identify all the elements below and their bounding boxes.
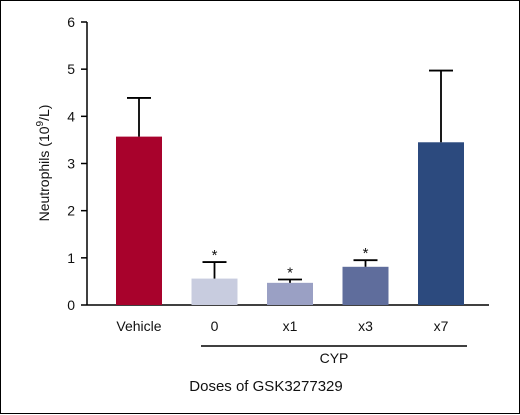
y-axis-title: Neutrophils (109/L) [35, 105, 52, 222]
bars [116, 69, 464, 305]
significance-marker: * [287, 265, 293, 282]
y-tick-label: 6 [67, 14, 75, 30]
y-axis-title-sup: 9 [35, 120, 46, 126]
significance-marker: * [212, 247, 218, 264]
bar [342, 266, 389, 305]
y-tick-label: 2 [67, 203, 75, 219]
x-tick-label: Vehicle [116, 318, 161, 334]
y-tick-label: 0 [67, 297, 75, 313]
x-tick-label: x7 [434, 318, 449, 334]
x-tick-label: x3 [358, 318, 373, 334]
x-tick-label: x1 [283, 318, 298, 334]
y-axis-title-main: Neutrophils (10 [36, 126, 52, 221]
y-tick-label: 4 [67, 108, 75, 124]
x-tick-label: 0 [211, 318, 219, 334]
y-axis-title-tail: /L) [36, 105, 52, 121]
group-label-cyp: CYP [320, 350, 349, 366]
significance-marker: * [363, 245, 369, 262]
bar [116, 136, 162, 305]
y-tick-label: 3 [67, 156, 75, 172]
y-tick-label: 5 [67, 61, 75, 77]
labels: Vehicle * 0 * x1 * x3 x7 [116, 245, 448, 334]
bar [267, 282, 313, 305]
bar [191, 278, 238, 305]
y-tick-label: 1 [67, 250, 75, 266]
x-axis-title: Doses of GSK3277329 [189, 378, 342, 395]
bar [418, 142, 464, 305]
